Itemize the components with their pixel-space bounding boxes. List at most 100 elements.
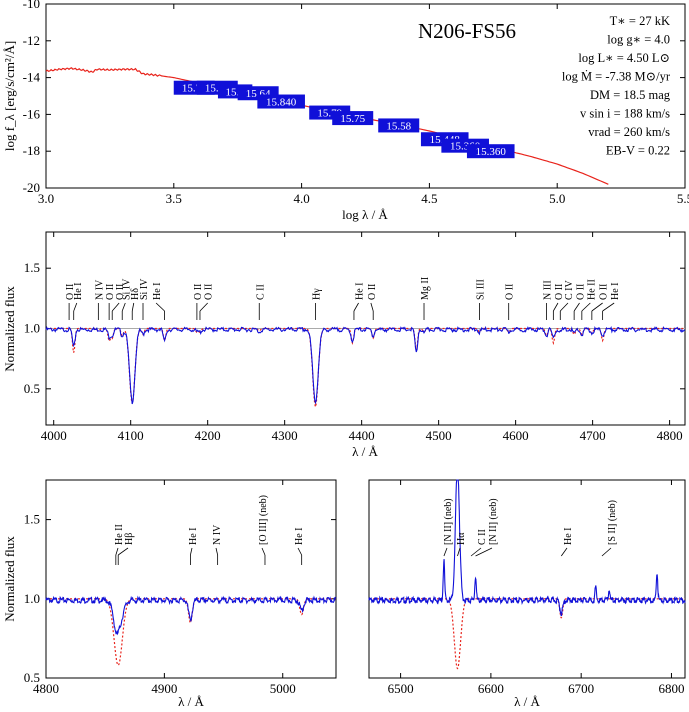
sed-x-axis-label: log λ / Å bbox=[342, 207, 388, 222]
halpha-x-ticks: 6500 6600 6700 6800 bbox=[388, 480, 684, 696]
optical-spectrum-panel: 4000 4100 4200 4300 4400 4500 4600 4700 4800 0.5… bbox=[2, 231, 686, 459]
optical-x-ticks: 4000 4100 4200 4300 4400 4500 4600 4700 4800 bbox=[41, 232, 683, 443]
line-id-leader bbox=[297, 547, 303, 556]
halpha-spectrum-lines bbox=[368, 479, 686, 670]
optical-y-ticks: 0.5 1.0 1.5 bbox=[24, 260, 685, 396]
line-id-label: O II bbox=[505, 284, 516, 300]
line-id-leader bbox=[601, 547, 612, 557]
x-tick-label: 5000 bbox=[270, 681, 296, 696]
line-id-leader bbox=[475, 547, 493, 557]
sed-axes-frame bbox=[45, 3, 686, 189]
line-id-label: O II bbox=[204, 284, 215, 300]
stellar-parameter: v sin i = 188 km/s bbox=[580, 107, 670, 121]
line-id-leader bbox=[215, 547, 219, 556]
line-id-leader bbox=[591, 302, 603, 312]
x-tick-label: 4400 bbox=[349, 428, 375, 443]
photometry-label: 15.840 bbox=[266, 97, 297, 109]
sed-y-axis-label: log f_λ [erg/s/cm²/Å] bbox=[2, 41, 17, 151]
x-tick-label: 6600 bbox=[478, 681, 504, 696]
line-id-label: Si IV bbox=[121, 278, 132, 300]
line-id-label: O II bbox=[193, 284, 204, 300]
sed-x-ticks: 3.0 3.5 4.0 4.5 5.0 5.5 bbox=[38, 4, 689, 206]
optical-spectrum-lines bbox=[45, 325, 685, 408]
line-id-label: Mg II bbox=[420, 277, 431, 300]
x-tick-label: 5.0 bbox=[549, 191, 565, 206]
hbeta-x-axis-label: λ / Å bbox=[178, 694, 204, 709]
line-id-leader bbox=[573, 302, 580, 312]
observed-spectrum-line bbox=[45, 595, 337, 636]
observed-spectrum-line bbox=[368, 479, 686, 617]
line-id-label: He I bbox=[355, 283, 366, 301]
x-tick-label: 4000 bbox=[41, 428, 67, 443]
x-tick-label: 4200 bbox=[195, 428, 221, 443]
stellar-parameter: vrad = 260 km/s bbox=[588, 125, 670, 139]
line-id-leader bbox=[261, 547, 266, 556]
y-tick-label: -10 bbox=[23, 0, 40, 11]
photometry-label: 15.58 bbox=[386, 120, 411, 132]
line-id-leader bbox=[559, 302, 569, 312]
sed-y-ticks: -20 -18 -16 -14 -12 -10 bbox=[23, 0, 685, 195]
photometry-box bbox=[332, 111, 374, 126]
hbeta-y-axis-label: Normalized flux bbox=[2, 536, 17, 622]
halpha-axes-frame bbox=[368, 479, 686, 679]
y-tick-label: -14 bbox=[23, 70, 41, 85]
line-id-label: O II bbox=[576, 284, 587, 300]
line-id-leader bbox=[443, 547, 448, 557]
hbeta-panel: 4800 4900 5000 0.5 1.0 1.5 He II Hβ He I N IV [O… bbox=[2, 479, 337, 709]
line-id-label: Hβ bbox=[124, 533, 135, 545]
line-id-leader bbox=[370, 302, 374, 312]
photometry-label: 15.360 bbox=[476, 146, 507, 158]
line-id-label: C II bbox=[477, 529, 488, 545]
line-id-label: He II bbox=[114, 524, 125, 545]
line-id-label: He I bbox=[152, 283, 163, 301]
line-id-label: Si IV bbox=[139, 278, 150, 300]
stellar-parameter: log g∗ = 4.0 bbox=[607, 33, 670, 47]
line-id-label: He II bbox=[586, 279, 597, 300]
line-id-label: C II bbox=[255, 284, 266, 300]
line-id-leader bbox=[553, 302, 559, 312]
sed-model-curve bbox=[45, 67, 609, 185]
stellar-parameter: log L∗ = 4.50 L⊙ bbox=[578, 51, 670, 65]
x-tick-label: 4100 bbox=[118, 428, 144, 443]
line-id-label: O II bbox=[105, 284, 116, 300]
y-tick-label: -16 bbox=[23, 106, 41, 121]
x-tick-label: 4800 bbox=[657, 428, 683, 443]
hbeta-spectrum-lines bbox=[45, 595, 337, 666]
sed-panel: 3.0 3.5 4.0 4.5 5.0 5.5 -20 -18 -16 -14 -12 -10 15… bbox=[2, 0, 689, 222]
line-id-label: [O III] (neb) bbox=[258, 495, 269, 545]
hbeta-axes-frame bbox=[45, 479, 337, 679]
line-id-label: Hγ bbox=[311, 288, 322, 300]
y-tick-label: 1.5 bbox=[24, 260, 40, 275]
x-tick-label: 6700 bbox=[568, 681, 594, 696]
y-tick-label: 0.5 bbox=[24, 670, 40, 685]
x-tick-label: 5.5 bbox=[677, 191, 689, 206]
x-tick-label: 4500 bbox=[426, 428, 452, 443]
line-id-label: [N II] (neb) bbox=[443, 498, 454, 545]
line-id-label: [S II] (neb) bbox=[607, 500, 618, 545]
line-id-label: He I bbox=[73, 283, 84, 301]
line-id-label: He I bbox=[610, 283, 621, 301]
line-id-leader bbox=[199, 302, 208, 312]
line-id-leader bbox=[470, 547, 482, 557]
line-id-leader bbox=[115, 547, 119, 556]
line-id-leader bbox=[353, 302, 359, 312]
model-spectrum-line bbox=[369, 598, 685, 670]
x-tick-label: 4.5 bbox=[421, 191, 437, 206]
x-tick-label: 4300 bbox=[272, 428, 298, 443]
x-tick-label: 4.0 bbox=[293, 191, 309, 206]
line-id-label: N III bbox=[542, 280, 553, 300]
optical-y-axis-label: Normalized flux bbox=[2, 286, 17, 372]
y-tick-label: 1.0 bbox=[24, 321, 40, 336]
line-id-leader bbox=[73, 302, 78, 312]
halpha-line-ids: [N II] (neb) Hα C II [N II] (neb) He I [S II]… bbox=[443, 498, 618, 557]
line-id-label: C IV bbox=[564, 280, 575, 301]
line-id-label: O II bbox=[367, 284, 378, 300]
line-id-label: O II bbox=[554, 284, 565, 300]
y-tick-label: -18 bbox=[23, 143, 40, 158]
y-tick-label: 1.5 bbox=[24, 512, 40, 527]
x-tick-label: 4600 bbox=[503, 428, 529, 443]
line-id-label: [N II] (neb) bbox=[488, 498, 499, 545]
line-id-leader bbox=[190, 547, 193, 556]
y-tick-label: 1.0 bbox=[24, 591, 40, 606]
line-id-leader bbox=[121, 302, 126, 312]
